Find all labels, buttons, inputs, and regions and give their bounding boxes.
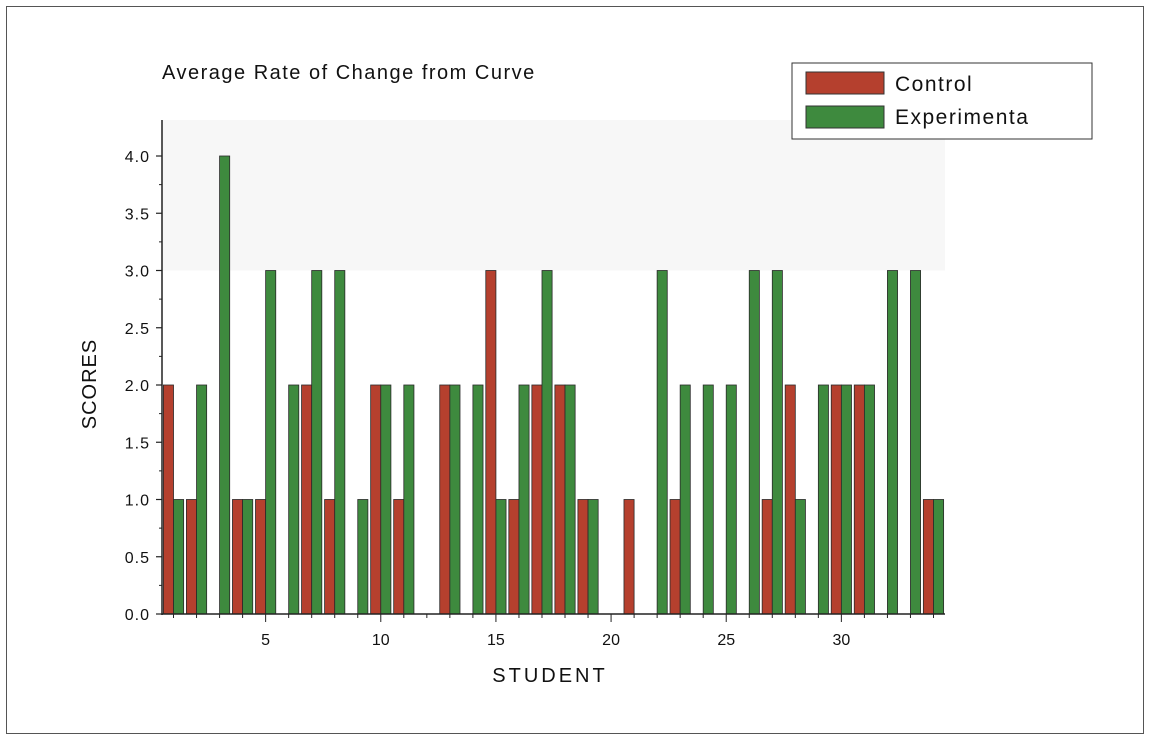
bar-control-student-17 xyxy=(531,384,543,615)
bar-experimenta-student-29 xyxy=(817,384,829,615)
plot-upper-band xyxy=(162,120,945,271)
y-tick-label: 1.0 xyxy=(125,493,150,510)
y-tick-label: 3.0 xyxy=(125,264,150,281)
x-axis-label: STUDENT xyxy=(492,665,607,687)
y-tick-labels: 0.0 0.5 1.0 1.5 2.0 2.5 3.0 3.5 4.0 xyxy=(125,149,150,624)
legend-swatch-experimenta xyxy=(805,105,885,129)
bar-experimenta-student-33 xyxy=(910,270,921,615)
bar-experimenta-student-18 xyxy=(564,384,576,615)
bar-experimenta-student-27 xyxy=(771,270,783,615)
bar-control-student-31 xyxy=(853,384,865,615)
bar-control-student-21 xyxy=(623,499,635,615)
plot-area xyxy=(162,120,945,271)
y-tick-label: 3.5 xyxy=(125,206,150,223)
bar-experimenta-student-6 xyxy=(288,384,300,615)
bar-control-student-30 xyxy=(830,384,842,615)
bar-control-student-1 xyxy=(162,384,174,615)
bar-experimenta-student-10 xyxy=(380,384,392,615)
bar-control-student-16 xyxy=(508,499,520,615)
y-tick-label: 1.5 xyxy=(125,435,150,452)
bar-experimenta-student-24 xyxy=(702,384,714,615)
x-tick-label: 30 xyxy=(832,632,850,649)
y-tick-label: 2.5 xyxy=(125,321,150,338)
x-tick-label: 10 xyxy=(372,632,390,649)
bar-experimenta-student-9 xyxy=(357,499,369,615)
legend-label-control: Control xyxy=(895,73,973,96)
bar-experimenta-student-3 xyxy=(219,155,231,615)
bar-experimenta-student-17 xyxy=(541,270,553,615)
bar-experimenta-student-34 xyxy=(933,499,945,615)
x-tick-label: 15 xyxy=(487,632,505,649)
bar-control-student-18 xyxy=(554,384,566,615)
bar-experimenta-student-28 xyxy=(794,499,806,615)
bar-experimenta-student-7 xyxy=(311,270,323,615)
y-tick-label: 2.0 xyxy=(125,378,150,395)
y-tick-label: 0.5 xyxy=(125,550,150,567)
bar-experimenta-student-31 xyxy=(864,384,875,615)
axes-group xyxy=(156,120,945,622)
bar-experimenta-student-30 xyxy=(840,384,852,615)
bar-control-student-8 xyxy=(324,499,336,615)
bar-experimenta-student-16 xyxy=(518,384,530,615)
bar-experimenta-student-26 xyxy=(748,270,760,615)
bar-experimenta-student-11 xyxy=(403,384,415,615)
bar-control-student-10 xyxy=(370,384,382,615)
x-tick-label: 25 xyxy=(717,632,735,649)
bar-experimenta-student-32 xyxy=(887,270,898,615)
bar-experimenta-student-2 xyxy=(196,384,208,615)
y-tick-label: 0.0 xyxy=(125,607,150,624)
bar-control-student-5 xyxy=(255,499,267,615)
bar-experimenta-student-22 xyxy=(656,270,668,615)
bar-control-student-2 xyxy=(186,499,197,615)
x-tick-label: 5 xyxy=(261,632,270,649)
bar-experimenta-student-5 xyxy=(265,270,277,615)
legend: Control Experimenta xyxy=(791,62,1093,140)
y-tick-label: 4.0 xyxy=(125,149,150,166)
x-tick-label: 20 xyxy=(602,632,620,649)
bar-control-student-34 xyxy=(922,499,934,615)
bar-control-student-27 xyxy=(761,499,773,615)
bar-experimenta-student-14 xyxy=(472,384,484,615)
bar-control-student-19 xyxy=(577,499,589,615)
bar-experimenta-student-8 xyxy=(334,270,346,615)
legend-label-experimenta: Experimenta xyxy=(895,106,1029,129)
bar-experimenta-student-4 xyxy=(242,499,254,615)
bar-experimenta-student-23 xyxy=(679,384,691,615)
bar-experimenta-student-19 xyxy=(587,499,599,615)
bar-experimenta-student-1 xyxy=(173,499,185,615)
bar-control-student-13 xyxy=(439,384,451,615)
chart-title: Average Rate of Change from Curve xyxy=(162,62,536,84)
bar-control-student-7 xyxy=(301,384,313,615)
bar-control-student-23 xyxy=(669,499,681,615)
bar-control-student-11 xyxy=(393,499,405,615)
bar-control-student-28 xyxy=(784,384,796,615)
bar-experimenta-student-13 xyxy=(449,384,461,615)
bar-control-student-15 xyxy=(485,270,497,615)
bar-control-student-4 xyxy=(232,499,244,615)
x-tick-labels: 5 10 15 20 25 30 xyxy=(261,632,850,649)
legend-swatch-control xyxy=(805,71,885,95)
y-axis-label: SCORES xyxy=(79,339,101,429)
bar-experimenta-student-15 xyxy=(495,499,507,615)
bar-experimenta-student-25 xyxy=(725,384,737,615)
